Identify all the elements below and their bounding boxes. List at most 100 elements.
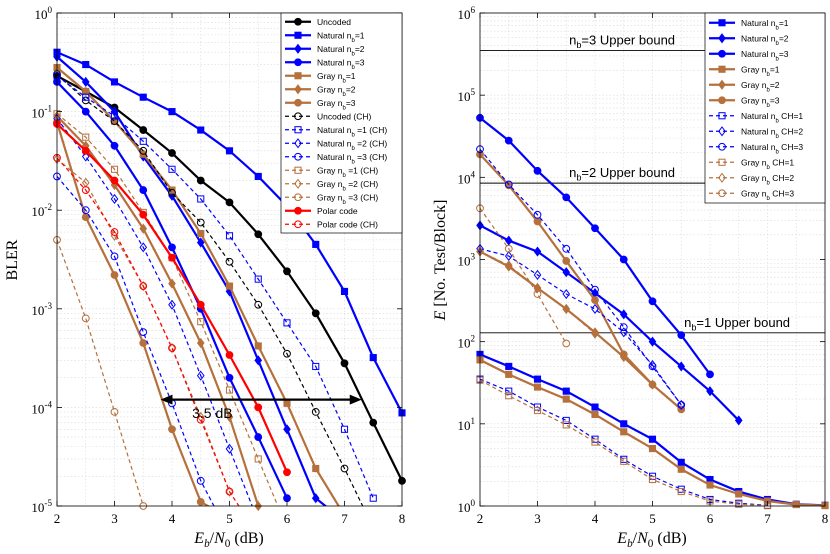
- data-point: [168, 243, 176, 252]
- legend-label: Gray nb CH=3: [741, 188, 794, 202]
- legend-label: Natural nb=2: [741, 33, 789, 47]
- data-point: [254, 172, 262, 180]
- data-point: [677, 487, 685, 496]
- x-axis-title-text: Eb/N0 (dB): [616, 530, 686, 550]
- data-point: [81, 146, 90, 155]
- data-point: [533, 217, 542, 226]
- y-tick-label: 10-2: [31, 202, 52, 219]
- data-point: [591, 327, 599, 338]
- data-point: [139, 146, 148, 155]
- data-point: [196, 300, 205, 309]
- series-line: [480, 224, 740, 422]
- x-tick-label: 4: [592, 511, 599, 526]
- legend-label: Natural nb=1: [741, 18, 789, 32]
- data-point: [283, 267, 291, 276]
- data-point: [677, 361, 686, 372]
- annotation-arrowhead-right: [349, 394, 362, 405]
- x-tick-label: 3: [111, 511, 118, 526]
- data-point: [369, 418, 378, 427]
- data-point: [340, 464, 349, 473]
- legend-marker: [718, 79, 726, 90]
- data-point: [81, 186, 90, 194]
- legend-item-natural-n-b-ch-2: Natural nb CH=2: [709, 126, 803, 140]
- data-point: [139, 137, 147, 145]
- upper-bound-label: nb=1 Upper bound: [684, 315, 790, 333]
- data-point: [197, 229, 205, 238]
- data-point: [196, 370, 205, 381]
- data-point: [505, 362, 513, 370]
- data-point: [110, 228, 119, 236]
- annotation-arrowhead-left: [160, 394, 173, 405]
- data-point: [139, 282, 148, 290]
- legend-marker: [718, 65, 726, 73]
- data-point: [620, 457, 628, 465]
- data-point: [591, 403, 599, 411]
- y-tick-label: 10-4: [31, 399, 52, 416]
- legend-item-natural-n-b-2-ch: Natural nb =2 (CH): [285, 138, 387, 152]
- x-tick-label: 8: [399, 511, 406, 526]
- data-point: [225, 282, 234, 290]
- data-point: [369, 354, 377, 362]
- legend-item-gray-n-b-2-ch: Gray nb =2 (CH): [285, 178, 378, 193]
- legend-marker: [294, 112, 302, 121]
- data-point: [283, 494, 291, 503]
- data-point: [312, 464, 320, 473]
- data-point: [648, 445, 657, 453]
- y-tick-label: 100: [457, 498, 475, 515]
- data-point: [648, 380, 657, 389]
- legend-item-gray-n-b-ch-2: Gray nb CH=2: [709, 172, 794, 186]
- legend-item-gray-n-b-1: Gray nb=1: [709, 64, 780, 78]
- data-point: [110, 176, 119, 185]
- data-point: [706, 386, 714, 397]
- series-gray-n-b-2: [53, 111, 263, 512]
- data-point: [706, 481, 714, 489]
- series-polar-code: [53, 120, 291, 477]
- data-point: [562, 288, 571, 300]
- data-point: [562, 303, 571, 315]
- data-point: [254, 455, 262, 463]
- data-point: [110, 193, 119, 205]
- data-point: [533, 375, 542, 383]
- legend-label: Gray nb=3: [741, 95, 780, 109]
- upper-bound-label: nb=3 Upper bound: [569, 32, 675, 50]
- x-tick-label: 7: [764, 511, 771, 526]
- data-point: [504, 136, 513, 145]
- data-point: [110, 165, 119, 173]
- data-point: [533, 407, 542, 415]
- series-gray-n-b-ch-3: [476, 204, 571, 348]
- legend-item-natural-n-b-3-ch: Natural nb =3 (CH): [285, 152, 387, 165]
- data-point: [340, 425, 349, 433]
- series-gray-n-b-3-ch: [53, 235, 148, 510]
- data-point: [312, 240, 320, 248]
- data-point: [225, 411, 234, 423]
- tests-y-axis-title: E [No. Test/Block]: [432, 200, 449, 322]
- data-point: [139, 126, 148, 134]
- data-point: [254, 433, 263, 441]
- series-line: [57, 118, 253, 506]
- legend-label: Natural nb =1 (CH): [317, 125, 387, 139]
- legend-label: Uncoded (CH): [317, 111, 371, 121]
- data-point: [505, 387, 513, 395]
- data-point: [196, 476, 205, 485]
- legend-label: Gray nb=2: [317, 84, 356, 98]
- series-line: [57, 239, 144, 506]
- data-point: [734, 415, 743, 426]
- data-point: [139, 328, 148, 337]
- data-point: [168, 186, 176, 194]
- data-point: [197, 318, 205, 326]
- legend-item-natural-n-b-1: Natural nb=1: [709, 18, 789, 32]
- data-point: [591, 285, 599, 294]
- data-point: [591, 410, 599, 419]
- legend-label: Gray nb =2 (CH): [317, 179, 378, 193]
- data-point: [254, 355, 263, 366]
- legend-item-gray-n-b-3-ch: Gray nb =3 (CH): [285, 192, 378, 206]
- x-tick-label: 2: [477, 511, 484, 526]
- legend-item-natural-n-b-2: Natural nb=2: [285, 43, 365, 57]
- annotation-text-3-5-db: 3.5 dB: [192, 405, 232, 421]
- legend-marker: [718, 33, 726, 44]
- y-tick-label: 100: [34, 5, 52, 22]
- legend-item-gray-n-b-3: Gray nb=3: [709, 95, 780, 109]
- y-tick-label: 102: [457, 334, 475, 351]
- data-point: [562, 395, 570, 403]
- data-point: [648, 475, 657, 484]
